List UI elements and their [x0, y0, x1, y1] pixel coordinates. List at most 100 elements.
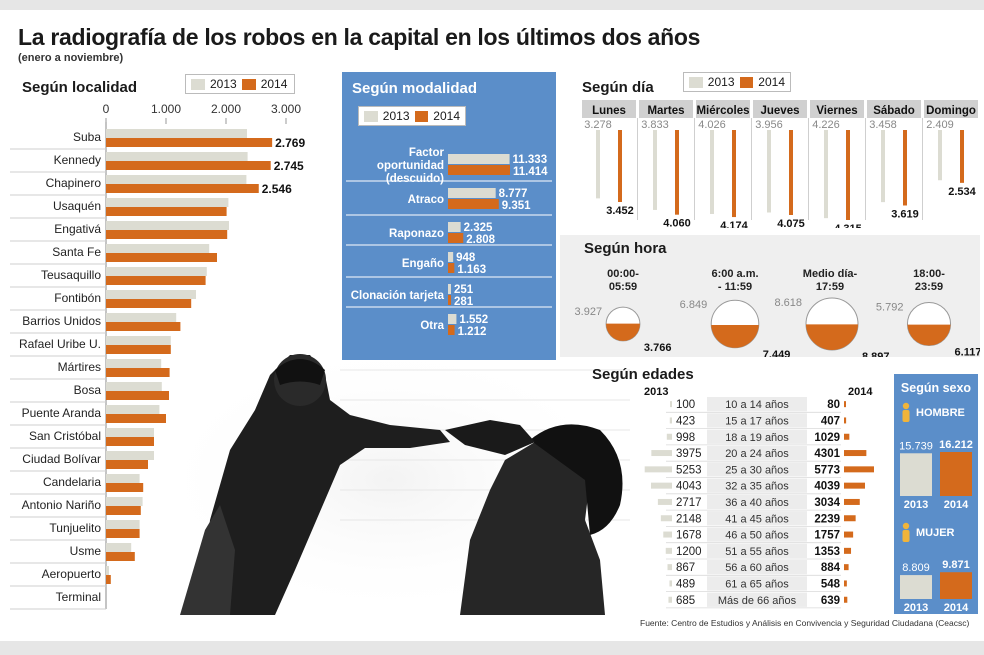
localidad-bar-2014 [106, 368, 170, 377]
modalidad-value-2014: 281 [454, 296, 474, 308]
edades-category-bg [707, 592, 807, 607]
edades-value-2013: 1200 [676, 546, 702, 558]
localidad-tick-label: 0 [103, 102, 110, 116]
edades-bar-2013 [669, 417, 672, 424]
edades-category-label: 41 a 45 años [725, 513, 789, 525]
edades-category-label: 20 a 24 años [725, 448, 789, 460]
hora-fill-2014 [907, 324, 951, 346]
modalidad-bar-2014 [448, 325, 455, 335]
sexo-bar-2014 [940, 572, 972, 599]
edades-category-bg [707, 445, 807, 461]
sexo-group-label: MUJER [916, 527, 955, 539]
localidad-bar-2013 [106, 152, 248, 161]
localidad-title: Según localidad [22, 79, 138, 96]
hora-value-2014: 6.117 [955, 347, 980, 357]
localidad-category-label: Mártires [58, 360, 101, 374]
sexo-title: Según sexo [901, 381, 972, 395]
edades-category-bg [707, 527, 807, 542]
localidad-bar-2014 [106, 138, 273, 147]
hora-category-label: - 11:59 [718, 281, 752, 293]
hora-category-label: 17:59 [816, 281, 844, 293]
hora-value-2013: 5.792 [876, 301, 904, 313]
legend-swatch-2014 [414, 110, 429, 122]
edades-value-2013: 2717 [676, 497, 702, 509]
localidad-tick-label: 3.000 [271, 102, 301, 116]
edades-bar-2013 [666, 433, 672, 440]
modalidad-title: Según modalidad [352, 80, 478, 97]
localidad-bar-2013 [106, 175, 247, 184]
edades-value-2013: 2148 [676, 513, 702, 525]
sexo-bar-2014 [940, 452, 972, 496]
localidad-tick-label: 2.000 [211, 102, 241, 116]
sexo-xlabel: 2013 [904, 602, 928, 614]
edades-value-2013: 100 [676, 399, 695, 411]
sexo-value-2014: 16.212 [939, 439, 973, 451]
edades-category-label: 18 a 19 años [725, 432, 789, 444]
sexo-xlabel: 2014 [944, 499, 969, 511]
edades-bar-2013 [670, 401, 672, 408]
dia-header-cell [753, 100, 807, 118]
modalidad-category-label: (descuido) [386, 173, 444, 185]
modalidad-bar-2014 [448, 263, 455, 273]
edades-bar-2014 [844, 564, 849, 571]
modalidad-category-label: Clonación tarjeta [351, 290, 445, 302]
hora-chart: 00:00-05:59 3.927 3.766 6:00 a.m.- 11:59 6.8… [575, 268, 980, 357]
localidad-category-label: Kennedy [54, 153, 101, 167]
edades-bar-2014 [844, 547, 852, 554]
edades-category-label: 51 a 55 años [725, 546, 789, 558]
edades-value-2014: 4301 [814, 448, 840, 460]
localidad-bar-2013 [106, 290, 196, 299]
modalidad-value-2014: 11.414 [513, 166, 548, 178]
localidad-bar-2014 [106, 207, 227, 216]
sexo-group-label: HOMBRE [916, 407, 965, 419]
hora-category-label: Medio día- [803, 268, 858, 280]
legend-label-2013: 2013 [382, 109, 410, 123]
edades-category-label: 61 a 65 años [725, 578, 789, 590]
dia-header-cell [867, 100, 921, 118]
modalidad-legend: 2013 2014 [358, 106, 466, 126]
edades-bar-2014 [844, 433, 850, 440]
localidad-bar-2013 [106, 244, 210, 253]
dia-bar-2014 [903, 130, 907, 206]
hora-category-label: 18:00- [913, 268, 945, 280]
localidad-category-label: San Cristóbal [29, 429, 101, 443]
hora-category-label: 23:59 [915, 281, 943, 293]
edades-value-2014: 407 [821, 415, 840, 427]
legend-label-2013: 2013 [707, 75, 735, 89]
edades-bar-2014 [844, 450, 867, 457]
localidad-bar-2013 [106, 313, 177, 322]
modalidad-category-label: Otra [420, 320, 444, 332]
dia-value-2014: 4.315 [834, 223, 862, 228]
edades-category-label: 32 a 35 años [725, 481, 789, 493]
localidad-bar-2014 [106, 345, 171, 354]
hora-category-label: 00:00- [607, 268, 639, 280]
modalidad-value-2014: 1.212 [458, 326, 487, 338]
page-title: La radiografía de los robos en la capita… [18, 24, 701, 50]
dia-header-cell [696, 100, 750, 118]
dia-title: Según día [582, 79, 654, 96]
edades-category-bg [707, 576, 807, 591]
localidad-bar-2014 [106, 161, 271, 170]
modalidad-category-label: Factor [409, 147, 445, 159]
hora-fill-2014 [606, 323, 640, 341]
edades-bar-2013 [650, 482, 672, 489]
localidad-bar-2014 [106, 437, 154, 446]
edades-value-2014: 80 [827, 399, 840, 411]
edades-value-2014: 639 [821, 595, 840, 607]
dia-category-label: Jueves [760, 105, 799, 117]
dia-value-2013: 4.226 [812, 119, 840, 131]
localidad-category-label: Usme [70, 544, 102, 558]
dia-bar-2014 [846, 130, 850, 220]
localidad-category-label: Fontibón [54, 291, 101, 305]
edades-bar-2014 [844, 498, 860, 505]
edades-category-label: 25 a 30 años [725, 464, 789, 476]
edades-category-bg [707, 478, 807, 493]
edades-bar-2013 [660, 515, 672, 522]
edades-title: Según edades [592, 366, 694, 383]
dia-bar-2013 [596, 130, 600, 199]
edades-bar-2014 [844, 482, 865, 489]
person-icon [902, 522, 910, 530]
edades-bar-2013 [651, 450, 672, 457]
hora-fill-2014 [806, 324, 858, 351]
